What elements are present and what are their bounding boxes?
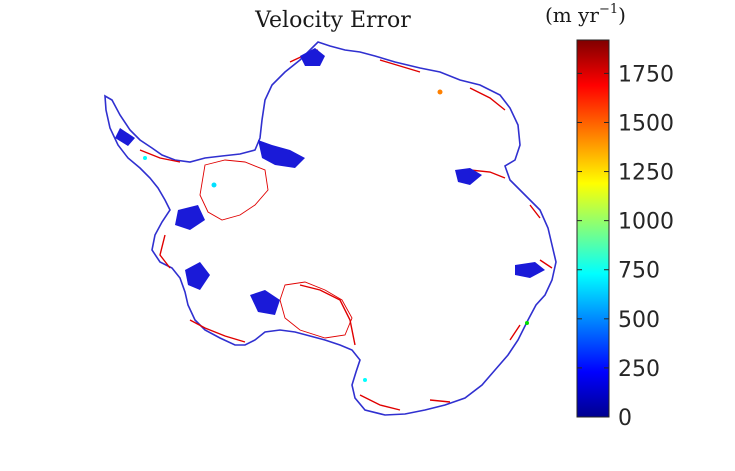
shelf-outlines — [199, 159, 353, 339]
colorbar-unit-exponent: −1 — [599, 2, 618, 17]
colorbar-unit-label: (m yr−1) — [545, 2, 626, 27]
figure-title: Velocity Error — [254, 8, 411, 33]
colorbar-ticks: 0 250 500 750 1000 1250 1500 1750 — [577, 62, 674, 431]
ice-sheet-outline — [104, 41, 557, 416]
colorbar-gradient — [576, 39, 610, 418]
colorbar: (m yr−1) 0 250 500 750 1000 1250 1500 1750 — [545, 2, 674, 431]
colorbar-tick-label: 500 — [618, 308, 660, 333]
colorbar-tick-label: 1250 — [618, 161, 674, 186]
low-error-regions — [115, 48, 545, 315]
colorbar-tick-label: 750 — [618, 259, 660, 284]
colorbar-tick-label: 1500 — [618, 111, 674, 136]
high-error-spots — [143, 89, 529, 382]
colorbar-unit-text: (m yr — [545, 3, 599, 27]
colorbar-unit-close: ) — [618, 3, 626, 27]
colorbar-tick-label: 250 — [618, 357, 660, 382]
antarctica-map — [104, 41, 557, 416]
colorbar-tick-label: 0 — [618, 406, 632, 431]
colorbar-tick-label: 1750 — [618, 62, 674, 87]
colorbar-tick-label: 1000 — [618, 210, 674, 235]
